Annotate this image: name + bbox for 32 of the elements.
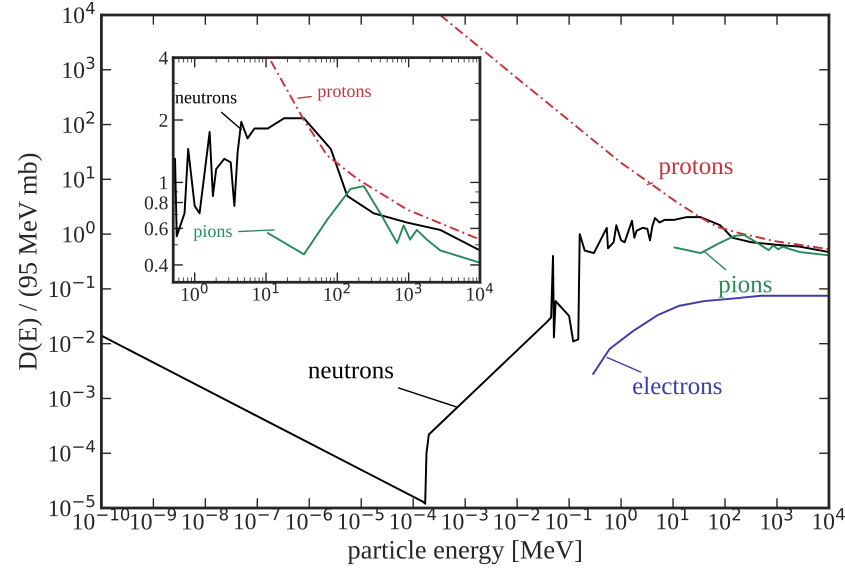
y-tick-label: 10$^{2}$ — [63, 111, 94, 133]
y-tick-label: 1 — [160, 176, 168, 190]
x-tick-label: 10$^{−8}$ — [182, 508, 228, 530]
y-tick-label: 4 — [159, 52, 168, 64]
y-tick-label: 0.8 — [144, 196, 168, 210]
x-tick-label: 10$^{−4}$ — [390, 508, 436, 530]
x-axis-title: particle energy [MeV] — [348, 540, 581, 564]
annotation: pions — [194, 225, 232, 241]
annotation: neutrons — [175, 93, 236, 104]
x-tick-label: 10$^{4}$ — [813, 508, 845, 530]
annotation: neutrons — [308, 364, 394, 378]
y-tick-label: 10$^{1}$ — [63, 166, 94, 188]
y-axis-title: D(E) / (95 MeV mb) — [18, 154, 42, 370]
annotation: protons — [658, 160, 733, 180]
x-tick-label: 10$^{−9}$ — [131, 508, 176, 530]
annotation: pions — [718, 276, 772, 298]
annotation: protons — [318, 86, 371, 101]
x-tick-label: 10$^{3}$ — [396, 283, 422, 301]
annotation: electrons — [633, 376, 722, 394]
y-tick-label: 0.4 — [144, 258, 168, 272]
x-tick-label: 10$^{0}$ — [182, 283, 208, 301]
y-tick-label: 10$^{0}$ — [63, 220, 95, 243]
x-tick-label: 10$^{2}$ — [324, 283, 350, 301]
y-tick-label: 10$^{4}$ — [63, 2, 95, 24]
y-tick-label: 10$^{−2}$ — [50, 330, 94, 352]
y-tick-label: 2 — [159, 114, 168, 127]
y-tick-label: 0.6 — [144, 222, 168, 236]
y-tick-label: 10$^{−3}$ — [50, 385, 95, 407]
y-tick-label: 10$^{3}$ — [63, 56, 94, 78]
y-tick-label: 10$^{−4}$ — [50, 440, 95, 462]
x-tick-label: 10$^{1}$ — [253, 283, 279, 301]
x-tick-label: 10$^{4}$ — [467, 283, 493, 301]
